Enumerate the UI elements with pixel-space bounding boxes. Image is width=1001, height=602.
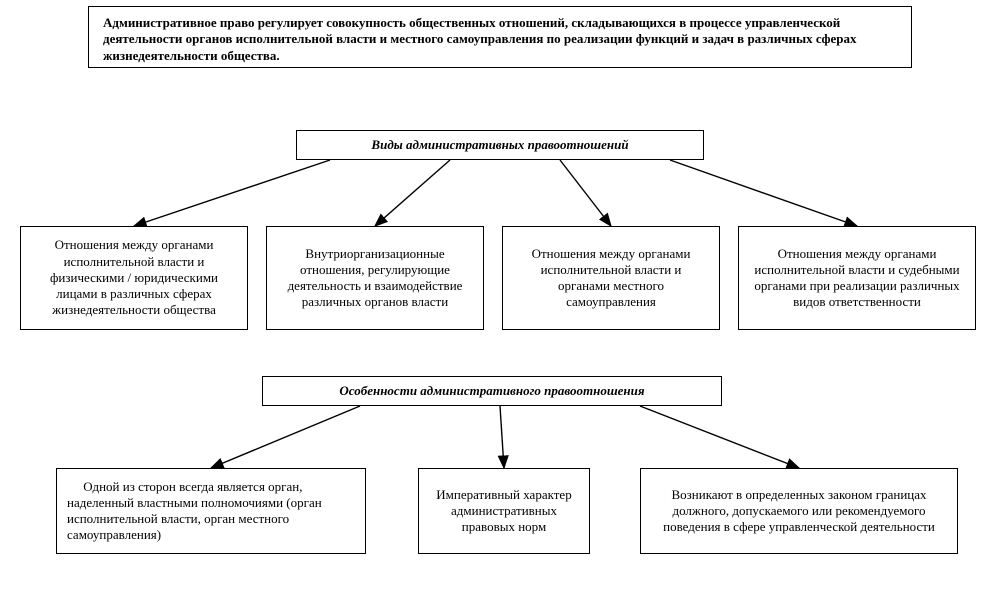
section1-child-4: Отношения между органами исполнительной … xyxy=(738,226,976,330)
intro-definition: Административное право регулирует совоку… xyxy=(88,6,912,68)
section1-title: Виды административных правоотношений xyxy=(296,130,704,160)
section2-child-2: Императивный характер административных п… xyxy=(418,468,590,554)
section2-child-1: Одной из сторон всегда является орган, н… xyxy=(56,468,366,554)
section2-child-3: Возникают в определенных законом граница… xyxy=(640,468,958,554)
section1-child-2: Внутриорганизационные отношения, регулир… xyxy=(266,226,484,330)
section2-title: Особенности административного правоотнош… xyxy=(262,376,722,406)
section1-child-1: Отношения между органами исполнительной … xyxy=(20,226,248,330)
section1-child-3: Отношения между органами исполнительной … xyxy=(502,226,720,330)
